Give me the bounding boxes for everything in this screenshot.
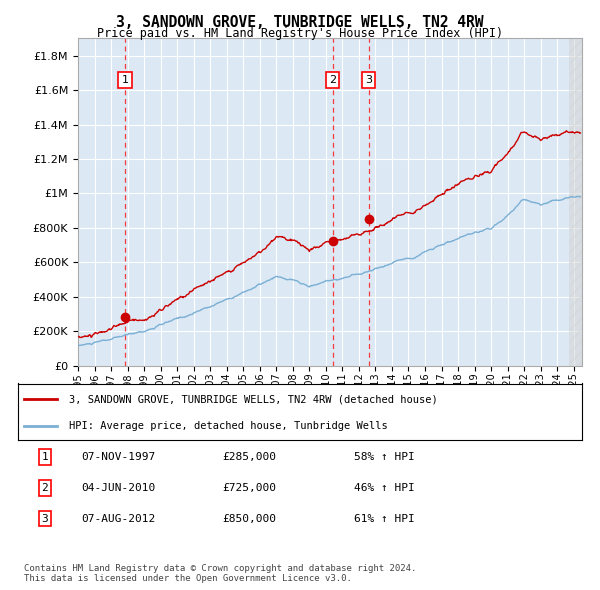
Text: 1: 1 [41, 453, 49, 462]
Text: £850,000: £850,000 [222, 514, 276, 523]
Text: 04-JUN-2010: 04-JUN-2010 [81, 483, 155, 493]
Text: 61% ↑ HPI: 61% ↑ HPI [354, 514, 415, 523]
Text: £285,000: £285,000 [222, 453, 276, 462]
Text: 3: 3 [365, 75, 373, 85]
Text: 1: 1 [122, 75, 128, 85]
Text: 3, SANDOWN GROVE, TUNBRIDGE WELLS, TN2 4RW: 3, SANDOWN GROVE, TUNBRIDGE WELLS, TN2 4… [116, 15, 484, 30]
Text: 2: 2 [329, 75, 337, 85]
Text: 07-AUG-2012: 07-AUG-2012 [81, 514, 155, 523]
Bar [569, 38, 582, 366]
Text: 58% ↑ HPI: 58% ↑ HPI [354, 453, 415, 462]
Text: 3, SANDOWN GROVE, TUNBRIDGE WELLS, TN2 4RW (detached house): 3, SANDOWN GROVE, TUNBRIDGE WELLS, TN2 4… [69, 394, 437, 404]
Text: £725,000: £725,000 [222, 483, 276, 493]
Text: HPI: Average price, detached house, Tunbridge Wells: HPI: Average price, detached house, Tunb… [69, 421, 388, 431]
Text: 3: 3 [41, 514, 49, 523]
Text: Contains HM Land Registry data © Crown copyright and database right 2024.
This d: Contains HM Land Registry data © Crown c… [24, 563, 416, 583]
Text: 46% ↑ HPI: 46% ↑ HPI [354, 483, 415, 493]
Text: Price paid vs. HM Land Registry's House Price Index (HPI): Price paid vs. HM Land Registry's House … [97, 27, 503, 40]
Text: 2: 2 [41, 483, 49, 493]
Text: 07-NOV-1997: 07-NOV-1997 [81, 453, 155, 462]
